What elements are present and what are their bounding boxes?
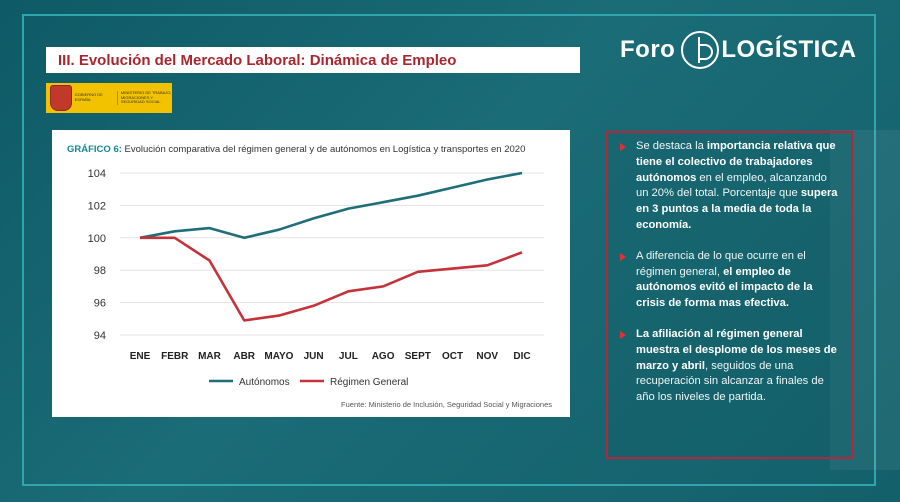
note-bold: La afiliación al régimen general muestra… <box>636 327 837 372</box>
logo-text-right: LOGÍSTICA <box>721 36 857 63</box>
line-chart: 104 102 100 98 96 94 ENE FEBR MAR ABR MAYO JUN JUL AG… <box>88 168 544 388</box>
y-tick-label: 94 <box>94 330 106 342</box>
background-decoration <box>830 130 900 470</box>
coat-of-arms-icon <box>50 85 72 111</box>
x-tick-label: FEBR <box>161 351 189 362</box>
slide-title-bar: III. Evolución del Mercado Laboral: Diná… <box>46 47 580 73</box>
note-2: A diferencia de lo que ocurre en el régi… <box>620 249 841 312</box>
series-line <box>140 236 523 322</box>
y-tick-label: 102 <box>88 200 106 212</box>
series-line <box>139 171 523 240</box>
x-tick-label: SEPT <box>405 351 431 362</box>
y-tick-label: 96 <box>94 298 106 310</box>
x-tick-label: DIC <box>513 351 530 362</box>
x-tick-label: MAYO <box>264 351 293 362</box>
note-bold: importancia relativa que tiene el colect… <box>636 140 836 184</box>
bullet-arrow-icon <box>620 330 626 339</box>
x-tick-label: OCT <box>442 351 463 362</box>
y-tick-label: 100 <box>88 233 106 245</box>
x-tick-label: NOV <box>476 351 498 362</box>
x-tick-label: MAR <box>198 351 222 362</box>
x-tick-label: AGO <box>372 351 395 362</box>
notes-panel: Se destaca la importancia relativa que t… <box>606 131 853 459</box>
note-text: , seguidos de una recuperación sin alcan… <box>636 359 824 404</box>
y-tick-label: 104 <box>88 168 106 180</box>
x-tick-label: JUL <box>339 351 358 362</box>
note-bold: el empleo de autónomos evitó el impacto … <box>636 265 813 310</box>
logo-text-left: Foro <box>620 36 676 63</box>
logo-circle-icon <box>681 31 720 69</box>
y-tick-label: 98 <box>94 265 106 277</box>
note-bold: supera en 3 puntos a la media de toda la… <box>636 187 838 231</box>
note-text: A diferencia de lo que ocurre en el régi… <box>636 249 806 278</box>
bullet-arrow-icon <box>620 252 626 261</box>
chart-title-text: Evolución comparativa del régimen genera… <box>124 144 526 155</box>
note-1: Se destaca la importancia relativa que t… <box>620 139 841 234</box>
note-text: Se destaca la <box>636 140 707 152</box>
x-tick-label: ABR <box>233 351 255 362</box>
chart-source: Fuente: Ministerio de Inclusión, Segurid… <box>341 400 552 409</box>
gov-label: GOBIERNO DE ESPAÑA <box>74 92 103 102</box>
chart-title: GRÁFICO 6: Evolución comparativa del rég… <box>67 144 525 155</box>
slide-frame <box>22 14 876 486</box>
foro-logistica-logo: Foro LOGÍSTICA <box>620 30 857 70</box>
x-tick-label: ENE <box>130 351 151 362</box>
legend-label: Autónomos <box>239 377 290 388</box>
note-3: La afiliación al régimen general muestra… <box>620 327 841 406</box>
x-tick-label: JUN <box>304 351 324 362</box>
note-text: en el empleo, alcanzando un 20% del tota… <box>636 171 827 200</box>
chart-card: GRÁFICO 6: Evolución comparativa del rég… <box>52 130 570 417</box>
bullet-arrow-icon <box>620 143 626 151</box>
legend-label: Régimen General <box>330 377 408 388</box>
chart-title-prefix: GRÁFICO 6: <box>67 144 122 155</box>
slide-title: III. Evolución del Mercado Laboral: Diná… <box>58 51 457 69</box>
ministry-label: MINISTERIO DE TRABAJO, MIGRACIONES Y SEG… <box>116 90 172 105</box>
government-logo: GOBIERNO DE ESPAÑA MINISTERIO DE TRABAJO… <box>46 83 172 113</box>
